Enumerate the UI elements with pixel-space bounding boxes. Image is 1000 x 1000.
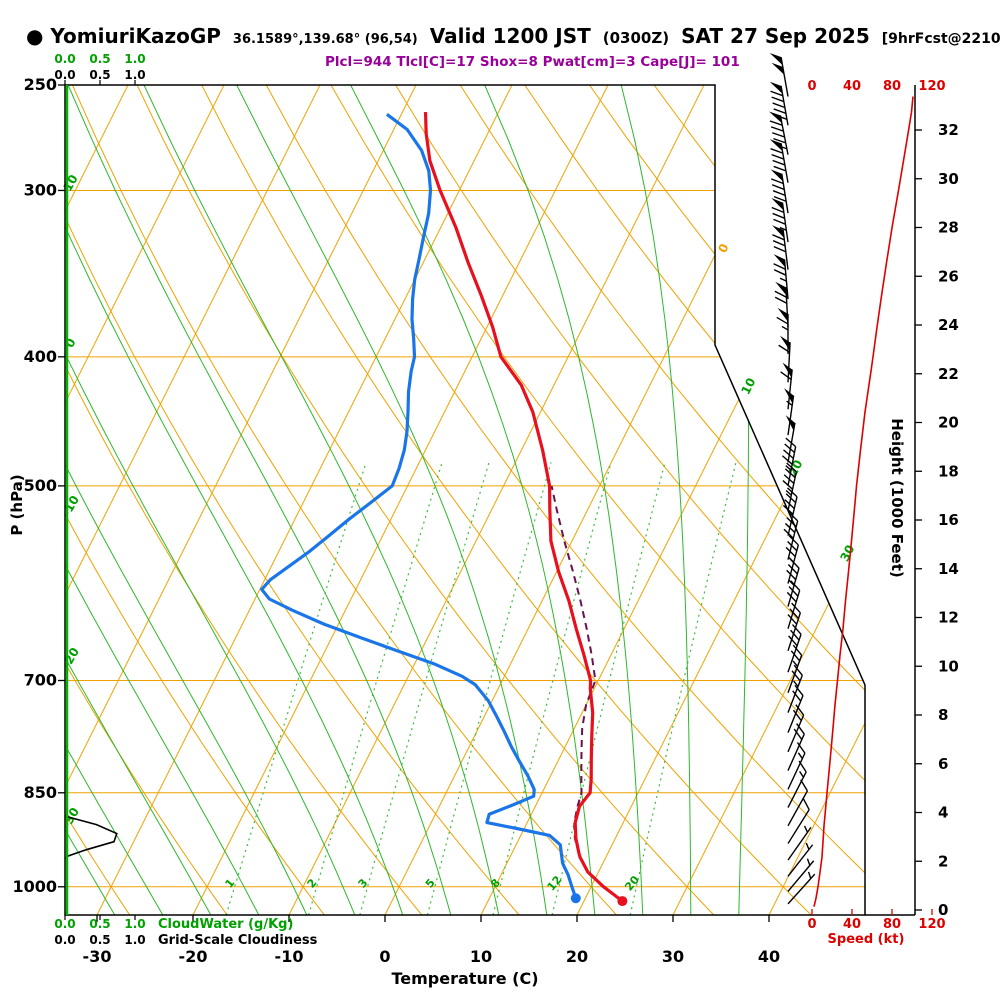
mixing-ratio-label: 3: [356, 876, 371, 890]
mixing-ratio-label: 2: [305, 876, 320, 890]
isotherm-label: 10: [738, 376, 758, 397]
height-tick-label: 16: [938, 511, 959, 529]
speed-axis-label: Speed (kt): [828, 932, 905, 947]
height-tick-label: 12: [938, 609, 959, 627]
speed-tick-bottom: 40: [843, 917, 861, 932]
cloudwater-curve: [64, 815, 118, 859]
forecast-hour: [9hrFcst@2210z]: [881, 31, 1000, 47]
sounding-profiles: [260, 112, 628, 907]
isotherm-label: 0: [715, 241, 731, 255]
temperature-tick-label: 30: [662, 947, 684, 966]
height-tick-label: 14: [938, 560, 959, 578]
speed-tick-top: 0: [807, 79, 816, 94]
cloudwater-axis-label: CloudWater (g/Kg): [158, 917, 293, 932]
stability-indices: Plcl=944 Tlcl[C]=17 Shox=8 Pwat[cm]=3 Ca…: [325, 54, 740, 70]
height-tick-label: 6: [938, 755, 948, 773]
cloudwater-scale-bottom: 0.5: [89, 917, 110, 931]
cloudiness-scale-top: 0.0: [54, 68, 75, 82]
cloudwater-scale-bottom: 0.0: [54, 917, 75, 931]
height-axis-label: Height (1000 Feet): [888, 418, 906, 578]
isotherm-label: 30: [837, 543, 857, 564]
pressure-tick-label: 500: [24, 476, 57, 495]
height-tick-label: 26: [938, 267, 959, 285]
pressure-tick-label: 300: [24, 180, 57, 199]
height-tick-label: 4: [938, 804, 948, 822]
pressure-axis-label: P (hPa): [8, 474, 26, 535]
speed-tick-bottom: 0: [807, 917, 816, 932]
cloudwater-scale-top: 0.0: [54, 52, 75, 66]
height-tick-label: 24: [938, 316, 959, 334]
mixing-ratio-label: 12: [545, 873, 565, 893]
valid-date: SAT 27 Sep 2025: [681, 24, 870, 48]
cloudwater-scale-top: 0.5: [89, 52, 110, 66]
valid-time-utc: (0300Z): [602, 29, 670, 47]
speed-tick-bottom: 120: [918, 917, 945, 932]
mixing-ratio-label: 5: [423, 876, 438, 890]
height-tick-label: 30: [938, 170, 959, 188]
dewpoint-curve: [260, 113, 578, 899]
temperature-tick-label: 20: [566, 947, 588, 966]
dry-adiabat-label: -10: [59, 493, 82, 519]
height-tick-label: 2: [938, 852, 948, 870]
cloudiness-scale-bottom: 1.0: [124, 933, 145, 947]
temperature-axis-label: Temperature (C): [391, 969, 538, 988]
temperature-axis: -30 -20 -10 0 10 20 30 40 Temperature (C): [83, 915, 780, 988]
height-tick-label: 22: [938, 365, 959, 383]
temperature-tick-label: 0: [379, 947, 390, 966]
height-tick-label: 28: [938, 219, 959, 237]
pressure-axis: 250 300 400 500 700 850 1000 P (hPa): [8, 75, 65, 896]
mixing-ratio-label: 1: [222, 876, 237, 890]
pressure-tick-label: 850: [24, 783, 57, 802]
temperature-tick-label: -20: [179, 947, 208, 966]
speed-tick-top: 40: [843, 79, 861, 94]
station-coords: 36.1589°,139.68° (96,54): [232, 32, 418, 47]
mixing-ratio-label: 20: [622, 873, 642, 893]
speed-curve: [813, 96, 914, 907]
surface-dewpoint-dot: [570, 893, 581, 904]
pressure-tick-label: 700: [24, 670, 57, 689]
height-tick-label: 32: [938, 121, 959, 139]
height-tick-label: 0: [938, 901, 948, 919]
cloudiness-scale-bottom: 0.0: [54, 933, 75, 947]
temperature-tick-label: -10: [275, 947, 304, 966]
cloudwater-scale-top: 1.0: [124, 52, 145, 66]
cloudwater-scales: 0.0 0.0 0.0 0.0 0.5 0.5 0.5 0.5 1.0 1.0 1.0 1.0 Clou…: [54, 52, 317, 948]
mixing-ratio-label: 8: [488, 876, 503, 890]
cloudiness-scale-top: 1.0: [124, 68, 145, 82]
cloudiness-scale-top: 0.5: [89, 68, 110, 82]
height-tick-label: 10: [938, 657, 959, 675]
skewt-background: [65, 85, 865, 915]
height-tick-label: 8: [938, 706, 948, 724]
cloudwater-scale-bottom: 1.0: [124, 917, 145, 931]
cloudiness-scale-bottom: 0.5: [89, 933, 110, 947]
wind-barbs: [769, 52, 816, 905]
valid-time: Valid 1200 JST: [429, 24, 591, 48]
speed-tick-top: 120: [918, 79, 945, 94]
pressure-tick-label: 250: [24, 75, 57, 94]
pressure-tick-label: 400: [24, 347, 57, 366]
dry-adiabat-label: -20: [59, 645, 82, 671]
speed-tick-bottom: 80: [883, 917, 901, 932]
speed-tick-top: 80: [883, 79, 901, 94]
temperature-tick-label: -30: [83, 947, 112, 966]
pressure-tick-label: 1000: [12, 877, 57, 896]
height-tick-label: 20: [938, 414, 959, 432]
title-row: ● YomiuriKazoGP 36.1589°,139.68° (96,54)…: [26, 24, 1000, 48]
temperature-tick-label: 10: [470, 947, 492, 966]
temperature-tick-label: 40: [758, 947, 780, 966]
cloudiness-axis-label: Grid-Scale Cloudiness: [158, 933, 318, 948]
station-title: ● YomiuriKazoGP: [26, 24, 221, 48]
temperature-curve: [423, 112, 624, 903]
surface-temperature-dot: [617, 896, 628, 907]
height-tick-label: 18: [938, 462, 959, 480]
